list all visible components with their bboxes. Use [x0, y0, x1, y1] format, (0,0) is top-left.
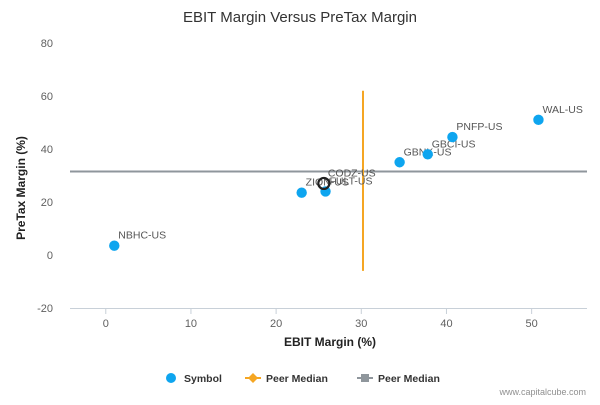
legend-symbol-marker — [166, 373, 176, 383]
credit-text: www.capitalcube.com — [498, 387, 586, 397]
y-tick-label: -20 — [37, 303, 53, 315]
data-point-label: FULT-US — [330, 175, 373, 187]
data-point — [296, 187, 307, 198]
y-tick-label: 80 — [41, 38, 53, 50]
data-point-label: WAL-US — [542, 104, 582, 116]
legend-diamond-marker — [248, 373, 258, 383]
highlighted-data-point — [317, 176, 331, 191]
data-point — [533, 114, 544, 126]
x-tick-label: 0 — [103, 318, 109, 330]
y-tick-label: 0 — [47, 250, 53, 262]
y-tick-label: 60 — [41, 91, 53, 103]
data-point-label: NBHC-US — [118, 230, 166, 242]
legend-label: Peer Median — [378, 373, 440, 385]
legend-label: Symbol — [184, 373, 222, 385]
y-tick-label: 40 — [41, 144, 53, 156]
y-tick-label: 20 — [41, 197, 53, 209]
chart-title: EBIT Margin Versus PreTax Margin — [183, 9, 417, 26]
y-axis-title: PreTax Margin (%) — [14, 136, 28, 240]
x-tick-label: 40 — [440, 318, 452, 330]
x-tick-label: 10 — [185, 318, 197, 330]
data-point — [394, 157, 405, 168]
legend-square-marker — [361, 374, 369, 382]
x-tick-label: 30 — [355, 318, 367, 330]
x-tick-label: 20 — [270, 318, 282, 330]
data-point — [447, 131, 458, 143]
x-tick-label: 50 — [526, 318, 538, 330]
data-point-label: CODZ-US — [328, 167, 376, 179]
x-axis-title: EBIT Margin (%) — [284, 335, 376, 349]
data-point — [109, 240, 120, 251]
data-point-label: PNFP-US — [456, 121, 502, 133]
data-point-label: GBCI-US — [432, 138, 476, 150]
data-point-label: ZION-US — [306, 177, 349, 189]
data-point — [422, 149, 433, 160]
legend-label: Peer Median — [266, 373, 328, 385]
